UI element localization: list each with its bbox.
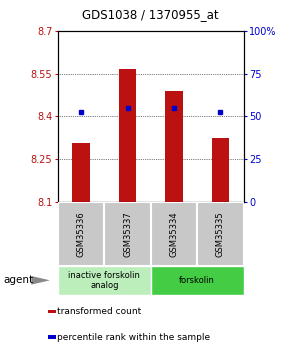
Text: transformed count: transformed count — [57, 307, 142, 316]
Text: GDS1038 / 1370955_at: GDS1038 / 1370955_at — [82, 8, 219, 21]
Bar — [151, 202, 197, 266]
Bar — [151, 266, 244, 295]
Bar — [212, 138, 229, 202]
Text: forskolin: forskolin — [179, 276, 215, 285]
Text: GSM35334: GSM35334 — [169, 211, 179, 257]
Polygon shape — [31, 276, 50, 285]
Bar — [72, 144, 90, 202]
Bar — [48, 309, 56, 313]
Text: inactive forskolin
analog: inactive forskolin analog — [68, 270, 140, 290]
Bar — [104, 202, 151, 266]
Bar — [119, 69, 136, 202]
Text: GSM35336: GSM35336 — [77, 211, 86, 257]
Text: GSM35337: GSM35337 — [123, 211, 132, 257]
Bar — [58, 266, 151, 295]
Bar — [48, 335, 56, 339]
Bar — [58, 202, 104, 266]
Text: percentile rank within the sample: percentile rank within the sample — [57, 333, 211, 342]
Text: agent: agent — [3, 275, 33, 285]
Text: GSM35335: GSM35335 — [216, 211, 225, 257]
Bar — [165, 91, 183, 202]
Bar — [197, 202, 244, 266]
